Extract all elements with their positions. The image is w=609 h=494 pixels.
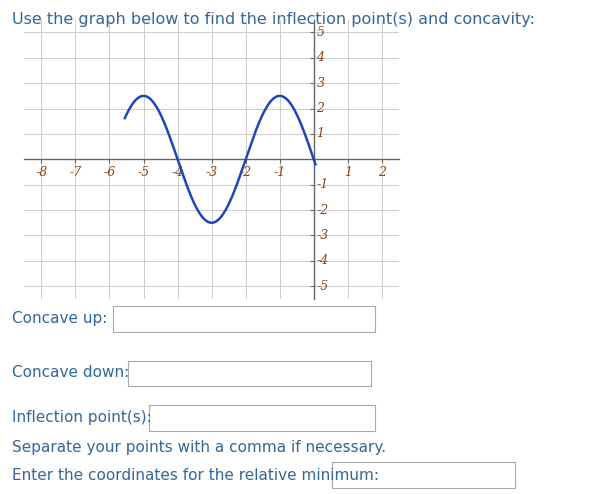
Text: -8: -8 — [35, 166, 48, 179]
Text: Enter the coordinates for the relative minimum:: Enter the coordinates for the relative m… — [12, 468, 379, 483]
Text: Inflection point(s):: Inflection point(s): — [12, 410, 152, 425]
Text: -2: -2 — [239, 166, 252, 179]
Text: -4: -4 — [317, 254, 329, 267]
Text: -7: -7 — [69, 166, 82, 179]
Text: 1: 1 — [344, 166, 352, 179]
Text: -4: -4 — [172, 166, 184, 179]
Text: Concave up:: Concave up: — [12, 311, 108, 326]
Text: Use the graph below to find the inflection point(s) and concavity:: Use the graph below to find the inflecti… — [12, 12, 535, 27]
Text: -3: -3 — [205, 166, 218, 179]
Text: -1: -1 — [273, 166, 286, 179]
Text: -5: -5 — [138, 166, 150, 179]
Text: -6: -6 — [104, 166, 116, 179]
Text: 5: 5 — [317, 26, 325, 39]
Text: -5: -5 — [317, 280, 329, 292]
Text: Concave down:: Concave down: — [12, 366, 130, 380]
Text: -1: -1 — [317, 178, 329, 191]
Text: -3: -3 — [317, 229, 329, 242]
Text: -2: -2 — [317, 204, 329, 216]
Text: 3: 3 — [317, 77, 325, 90]
Text: 2: 2 — [378, 166, 386, 179]
Text: 4: 4 — [317, 51, 325, 64]
Text: Separate your points with a comma if necessary.: Separate your points with a comma if nec… — [12, 440, 386, 454]
Text: 2: 2 — [317, 102, 325, 115]
Text: 1: 1 — [317, 127, 325, 140]
